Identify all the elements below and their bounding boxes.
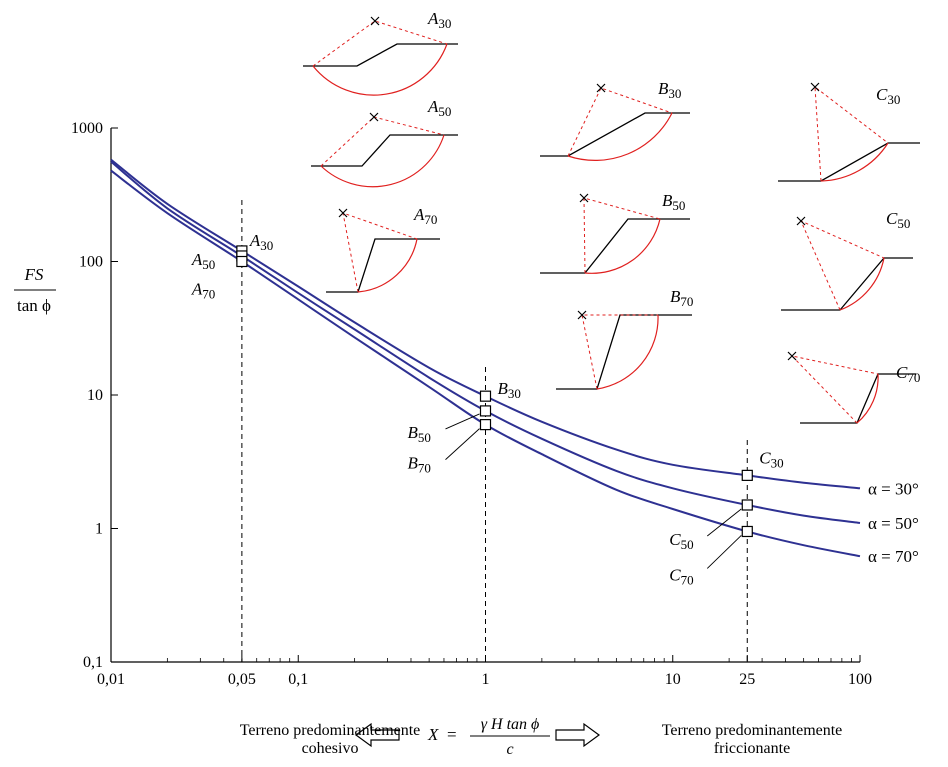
center-mark-icon (796, 216, 806, 226)
marker-label-c70: C70 (669, 565, 693, 587)
footer-left-line1: Terreno predominantemente (239, 722, 421, 739)
sketch-label-b30: B30 (658, 79, 681, 101)
sketch-label-a50: A50 (427, 97, 451, 119)
footer-left-text: Terreno predominantemente cohesivo (215, 722, 445, 758)
y-label-denominator: tan ϕ (17, 296, 51, 315)
series-label-2: α = 50° (868, 514, 919, 533)
sketch-b30: B30 (540, 79, 690, 161)
marker-label-c50: C50 (669, 530, 693, 552)
sketch-b70: B70 (556, 287, 693, 390)
marker-label-b70: B70 (408, 454, 431, 476)
sketch-label-b50: B50 (662, 191, 685, 213)
marker-c50 (741, 499, 753, 511)
arrow-left-icon (354, 722, 400, 748)
x-axis-label: X = γ H tan ϕ c (427, 716, 550, 758)
sketch-a70: A70 (326, 205, 440, 293)
series-label-3: α = 70° (868, 547, 919, 566)
marker-label-a50: A50 (191, 250, 215, 272)
x-label-lhs: X (427, 725, 439, 744)
footer-right-line1: Terreno predominantemente (661, 722, 843, 739)
arrow-right-icon (555, 722, 601, 748)
x-label-denominator: c (506, 741, 513, 758)
y-tick-label: 1000 (71, 120, 103, 137)
leader-line (445, 428, 480, 460)
sketch-c30: C30 (778, 82, 920, 182)
sketch-a30: A30 (303, 9, 458, 96)
sketch-b50: B50 (540, 191, 690, 274)
series-labels: α = 30° α = 50° α = 70° (868, 479, 919, 566)
slope-sketches: A30 A50 A70 B30 (303, 9, 920, 424)
center-mark-icon (579, 193, 589, 203)
y-tick-label: 1 (95, 521, 103, 538)
reference-lines (241, 200, 748, 662)
y-axis-label: FS tan ϕ (14, 265, 56, 315)
center-mark-icon (370, 16, 380, 26)
x-label-numerator: γ H tan ϕ (481, 716, 540, 733)
marker-label-a70: A70 (191, 280, 215, 302)
marker-c70 (741, 525, 753, 538)
y-tick-label: 100 (79, 254, 103, 271)
y-label-numerator: FS (24, 265, 44, 284)
sketch-label-a70: A70 (413, 205, 437, 227)
marker-label-a30: A30 (249, 231, 273, 253)
center-mark-icon (596, 83, 606, 93)
x-label-equals: = (447, 725, 457, 744)
sketch-c50: C50 (781, 209, 913, 311)
point-markers (236, 245, 753, 538)
sketch-label-b70: B70 (670, 287, 693, 309)
series-line-1 (110, 158, 861, 490)
sketch-a50: A50 (311, 97, 458, 188)
marker-b30 (479, 390, 492, 402)
marker-label-c30: C30 (759, 448, 783, 470)
sketch-label-c70: C70 (896, 363, 920, 385)
marker-b70 (479, 419, 492, 431)
center-mark-icon (810, 82, 820, 92)
x-tick-label: 10 (665, 671, 681, 688)
y-tick-label: 10 (87, 387, 103, 404)
footer-left-line2: cohesivo (301, 740, 359, 757)
leader-line (706, 508, 742, 537)
center-mark-icon (577, 310, 587, 320)
footer-right-text: Terreno predominantemente friccionante (637, 722, 867, 758)
leader-line (706, 535, 742, 569)
center-mark-icon (369, 112, 379, 122)
x-tick-label: 0,05 (228, 671, 256, 688)
y-tick-label: 0,1 (83, 654, 103, 671)
leader-line (445, 413, 480, 430)
marker-b50 (479, 405, 492, 417)
x-tick-label: 1 (482, 671, 490, 688)
marker-a70 (236, 255, 248, 268)
footer-right-line2: friccionante (713, 740, 791, 757)
x-tick-label: 0,1 (288, 671, 308, 688)
sketch-c70: C70 (787, 351, 920, 424)
marker-label-b30: B30 (498, 379, 521, 401)
x-tick-label: 100 (848, 671, 872, 688)
center-mark-icon (787, 351, 797, 361)
sketch-label-c30: C30 (876, 85, 900, 107)
point-labels: A30 A50 A70 B30 B50 B70 C30 C50 C70 (191, 231, 784, 588)
marker-label-b50: B50 (408, 423, 431, 445)
series-label-1: α = 30° (868, 479, 919, 498)
center-mark-icon (338, 208, 348, 218)
sketch-label-a30: A30 (427, 9, 451, 31)
sketch-label-c50: C50 (886, 209, 910, 231)
x-tick-label: 25 (739, 671, 755, 688)
marker-c30 (741, 469, 753, 481)
x-tick-label: 0,01 (97, 671, 125, 688)
